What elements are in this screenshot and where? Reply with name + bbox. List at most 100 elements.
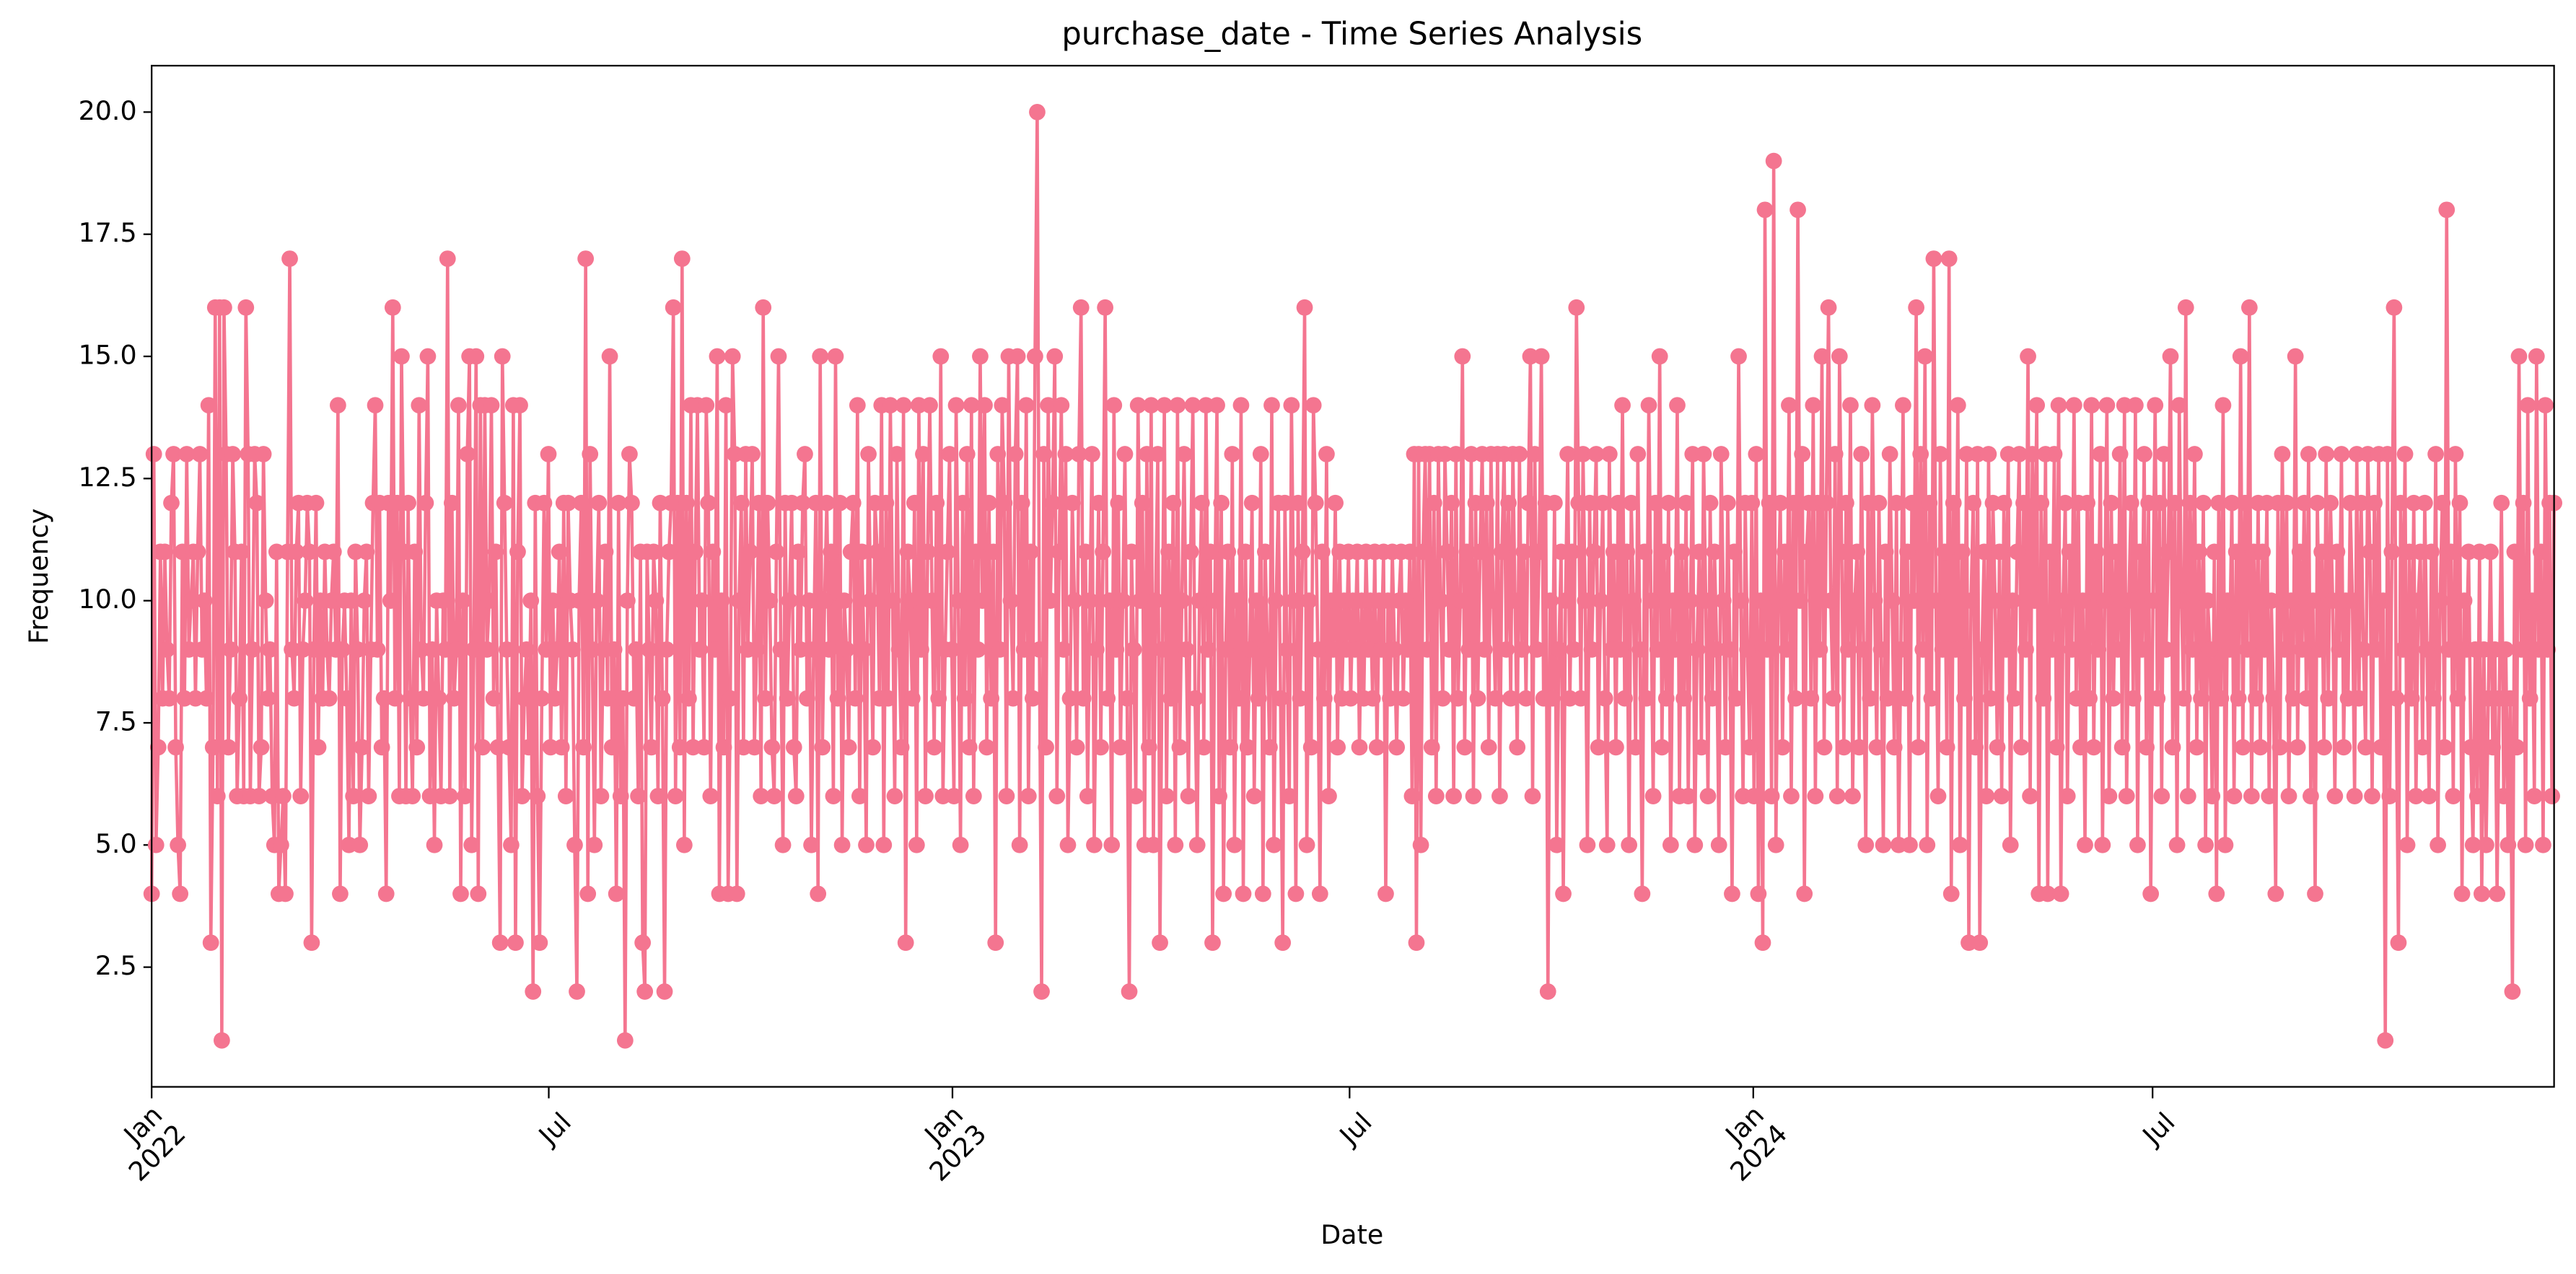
data-point — [717, 397, 735, 414]
data-point — [1057, 446, 1074, 462]
data-point — [2132, 543, 2148, 561]
data-point — [1745, 788, 1763, 804]
data-point — [649, 788, 667, 804]
data-point — [728, 885, 745, 902]
data-point — [1116, 446, 1134, 462]
data-point — [1427, 788, 1445, 804]
data-point — [369, 641, 386, 658]
data-point — [1551, 641, 1567, 658]
data-point — [1818, 494, 1835, 511]
data-point — [430, 690, 447, 707]
data-point — [759, 494, 776, 511]
data-point — [1929, 788, 1947, 804]
data-point — [288, 543, 305, 561]
data-point — [1478, 494, 1495, 511]
data-point — [1769, 592, 1787, 610]
data-point — [1219, 543, 1237, 561]
data-point — [2107, 543, 2124, 561]
data-point — [1665, 592, 1681, 610]
data-point — [730, 592, 748, 610]
data-point — [1101, 592, 1118, 610]
data-point — [1346, 641, 1364, 658]
data-point — [1875, 836, 1892, 853]
data-point — [1123, 543, 1140, 561]
data-point — [2020, 348, 2036, 365]
data-point — [297, 592, 314, 610]
data-point — [1061, 690, 1079, 707]
data-point — [2120, 592, 2137, 610]
data-point — [485, 690, 502, 707]
data-point — [1329, 739, 1346, 756]
data-point — [2318, 446, 2335, 462]
data-point — [1471, 543, 1489, 561]
data-point — [1897, 690, 1914, 707]
data-point — [1476, 641, 1493, 658]
data-point — [897, 934, 914, 952]
data-point — [2206, 543, 2223, 561]
data-point — [509, 543, 526, 561]
data-point — [564, 641, 581, 658]
data-point — [2307, 885, 2323, 902]
data-point — [2297, 690, 2315, 707]
data-point — [1954, 543, 1971, 561]
data-point — [2004, 592, 2021, 610]
data-point — [2375, 592, 2392, 610]
data-point — [2147, 397, 2164, 414]
data-point — [2197, 836, 2214, 853]
data-point — [586, 836, 603, 853]
data-point — [1919, 836, 1936, 853]
data-point — [2392, 494, 2409, 511]
data-point — [165, 446, 182, 462]
data-point — [502, 836, 520, 853]
data-point — [2508, 739, 2525, 756]
data-point — [2386, 299, 2403, 316]
data-point — [1213, 494, 1230, 511]
data-point — [1097, 299, 1113, 316]
data-point — [1169, 397, 1186, 414]
data-point — [2455, 592, 2473, 610]
data-point — [605, 641, 623, 658]
data-point — [1980, 446, 1997, 462]
data-point — [1397, 592, 1414, 610]
data-point — [2232, 348, 2249, 365]
data-point — [1077, 543, 1094, 561]
data-point — [1079, 788, 1096, 804]
data-point — [2414, 739, 2431, 756]
data-point — [656, 983, 673, 1000]
data-point — [1651, 348, 1668, 365]
data-point — [1579, 836, 1596, 853]
data-point — [1577, 592, 1594, 610]
data-point — [825, 788, 842, 804]
data-point — [981, 494, 997, 511]
data-point — [1465, 788, 1482, 804]
data-point — [1748, 446, 1765, 462]
data-point — [2335, 739, 2352, 756]
data-point — [149, 739, 167, 756]
data-point — [557, 788, 574, 804]
data-point — [1372, 641, 1390, 658]
data-point — [1412, 836, 1429, 853]
data-point — [1222, 739, 1239, 756]
data-point — [1669, 397, 1686, 414]
data-point — [1235, 885, 1252, 902]
data-point — [1568, 299, 1585, 316]
data-point — [334, 641, 351, 658]
data-point — [1594, 494, 1611, 511]
data-point — [1940, 250, 1958, 267]
data-point — [2484, 739, 2501, 756]
data-point — [1706, 543, 1723, 561]
data-point — [1583, 641, 1600, 658]
data-point — [1143, 397, 1160, 414]
data-point — [455, 592, 471, 610]
y-tick-label: 7.5 — [95, 706, 137, 737]
data-point — [2157, 641, 2175, 658]
data-point — [2407, 788, 2424, 804]
data-point — [257, 592, 274, 610]
data-point — [1993, 788, 2010, 804]
data-point — [367, 397, 384, 414]
data-point — [2489, 885, 2506, 902]
data-point — [2320, 690, 2337, 707]
data-point — [1794, 446, 1811, 462]
data-point — [2065, 397, 2082, 414]
data-point — [1191, 592, 1208, 610]
